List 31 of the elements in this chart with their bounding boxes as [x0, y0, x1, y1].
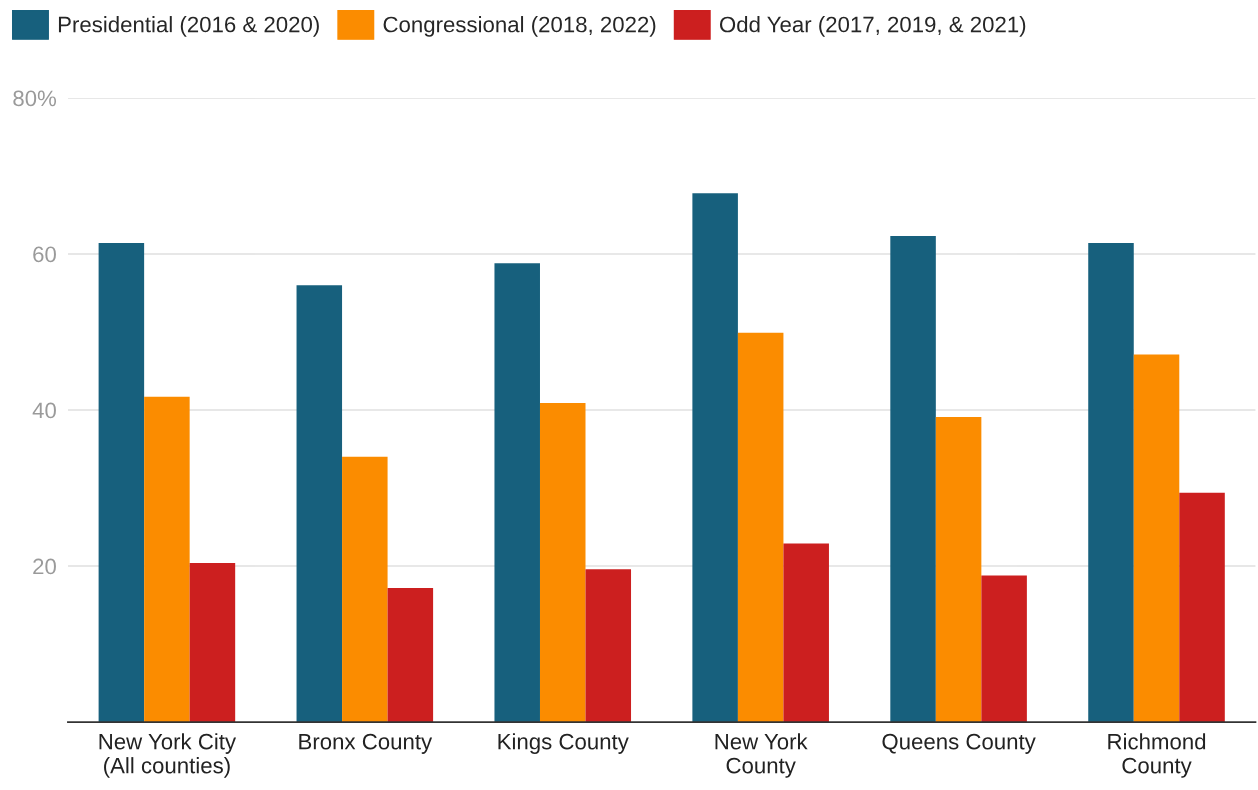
y-tick-label: 60	[33, 246, 56, 263]
bar	[737, 332, 784, 723]
bar	[387, 587, 434, 723]
x-tick-label: New York City (All counties)	[99, 733, 237, 778]
bar	[98, 243, 145, 723]
bar	[692, 193, 738, 723]
x-tick-label: Kings County	[498, 733, 629, 754]
bar	[1179, 492, 1225, 723]
bar	[189, 562, 236, 723]
bar	[890, 236, 936, 723]
x-tick-label: Richmond County	[1108, 733, 1206, 778]
legend-label: Odd Year (2017, 2019, & 2021)	[719, 16, 1026, 37]
bar	[494, 263, 540, 723]
x-tick-label: New York County	[715, 733, 808, 778]
x-tick-label: Queens County	[882, 733, 1036, 754]
bar	[935, 417, 982, 723]
bar	[585, 569, 632, 723]
bar	[296, 285, 343, 723]
y-tick-label: 20	[33, 558, 56, 575]
y-tick-label: 80%	[13, 90, 57, 107]
bar	[783, 543, 829, 723]
x-tick-label: Bronx County	[299, 733, 433, 754]
bar	[144, 396, 190, 723]
y-tick-label: 40	[32, 402, 56, 419]
bar	[981, 575, 1027, 723]
legend-label: Presidential (2016 & 2020)	[58, 16, 319, 37]
bar	[1088, 243, 1134, 723]
bar	[1133, 354, 1180, 723]
legend-label: Congressional (2018, 2022)	[383, 16, 656, 37]
bar	[539, 402, 586, 723]
bar	[342, 456, 388, 723]
